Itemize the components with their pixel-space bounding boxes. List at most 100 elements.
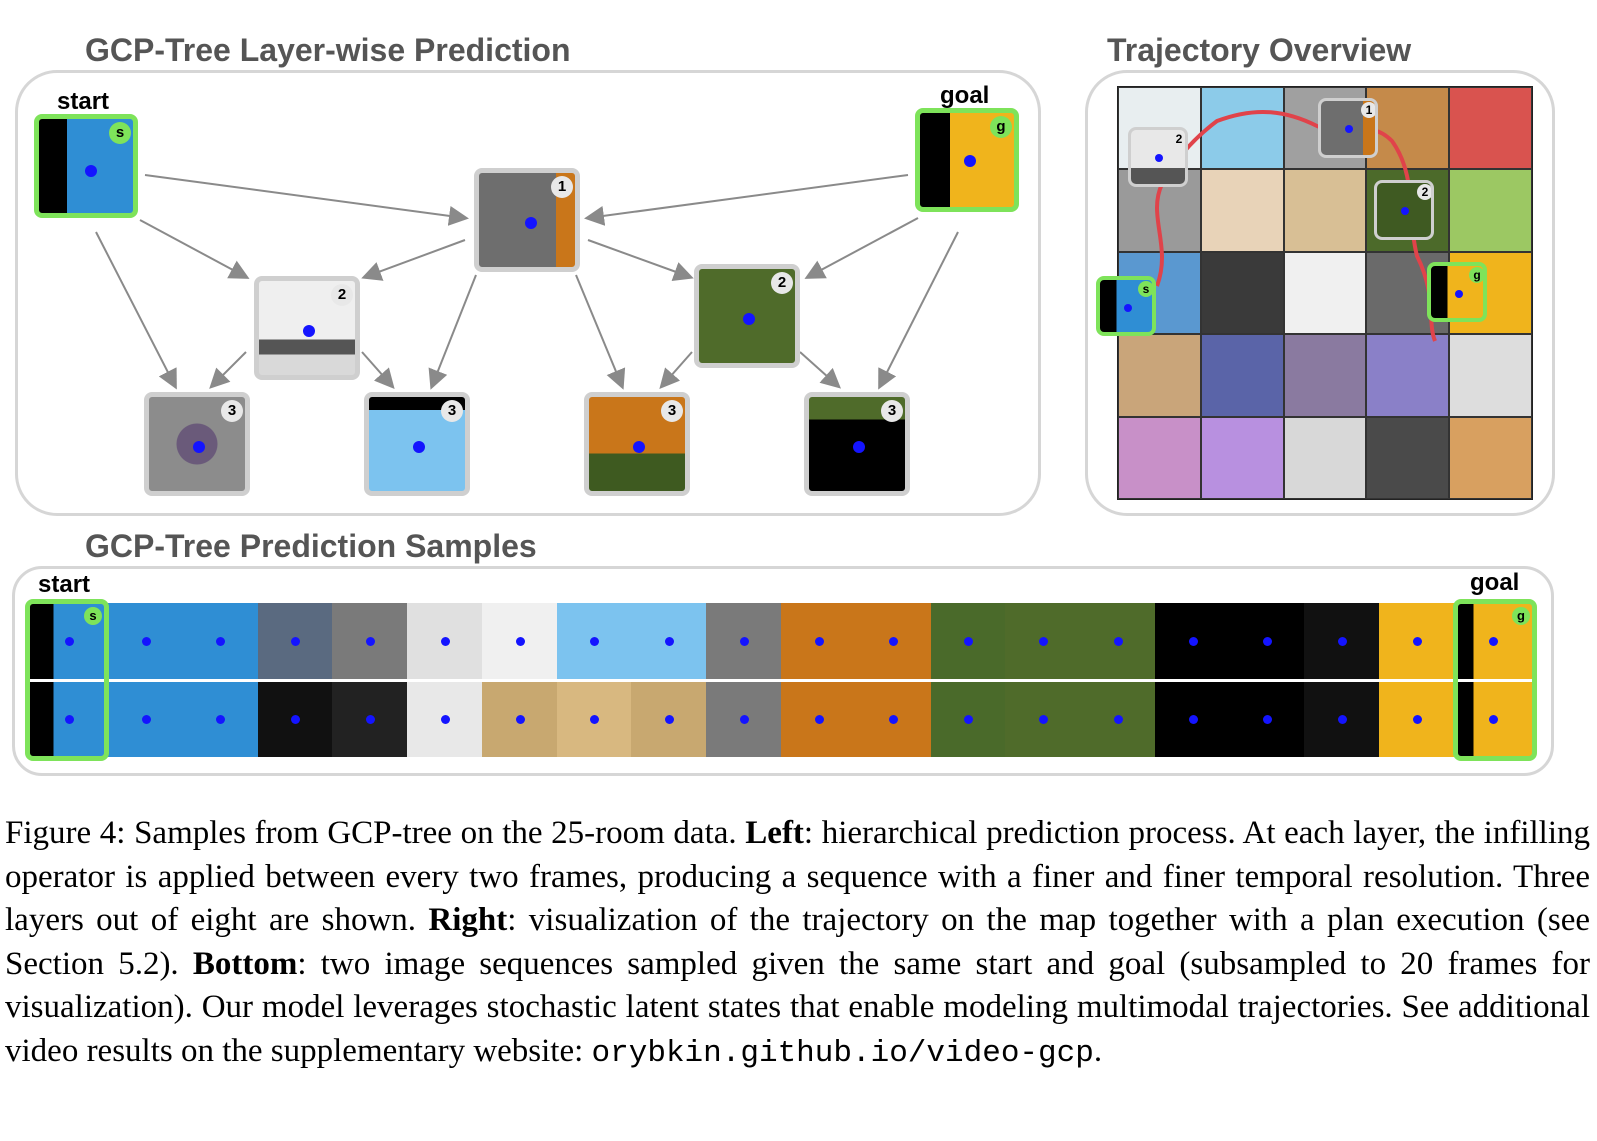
samples-start-label: start (38, 571, 91, 598)
arrow-goal-to-l2b (804, 217, 919, 279)
overview-waypoint-2a: 2 (1128, 127, 1188, 187)
agent-dot (633, 441, 645, 453)
agent-dot (1489, 715, 1498, 724)
sample-frame (781, 603, 857, 679)
room-tile (1201, 252, 1283, 334)
overview-waypoint-2b: 2 (1374, 180, 1434, 240)
sample-frame (930, 603, 1006, 679)
agent-dot (65, 637, 74, 646)
agent-dot (515, 715, 525, 724)
agent-dot (85, 165, 97, 177)
sample-frame (855, 603, 932, 679)
agent-dot (739, 715, 749, 724)
sample-frame (1005, 681, 1081, 757)
layer3-badge: 3 (881, 400, 903, 422)
sample-frame (108, 681, 184, 757)
overview-goal: g (1427, 262, 1487, 322)
arrow-goal-to-l1 (584, 174, 909, 226)
agent-dot (1263, 637, 1273, 646)
room-tile (1367, 335, 1449, 416)
room-tile (1201, 88, 1283, 169)
sample-frame (257, 681, 333, 757)
room-tile (1201, 335, 1283, 416)
agent-dot (440, 637, 450, 646)
samples-panel-title: GCP-Tree Prediction Samples (85, 528, 537, 564)
sample-frame (855, 681, 932, 757)
agent-dot (440, 715, 450, 724)
room-tile (1119, 417, 1200, 498)
arrow-goal-to-l3d (878, 231, 959, 390)
sample-frame (1154, 603, 1231, 679)
samples-goal-frame: g (1453, 599, 1537, 761)
agent-dot (1113, 715, 1123, 724)
tree-start-label: start (57, 88, 110, 115)
arrow-l2a-to-l3a (209, 351, 247, 389)
sample-frame (631, 681, 707, 757)
samples-start-frame: s (25, 599, 109, 761)
agent-dot (889, 637, 899, 646)
agent-dot (1188, 637, 1198, 646)
start-badge: s (1138, 281, 1152, 297)
goal-badge: g (1512, 607, 1530, 625)
caption-url[interactable]: orybkin.github.io/video-gcp (591, 1035, 1094, 1071)
agent-dot (303, 325, 315, 337)
agent-dot (65, 715, 74, 724)
agent-dot (525, 217, 537, 229)
room-tile (1284, 252, 1366, 334)
sample-frame (706, 681, 782, 757)
room-tile (1450, 417, 1531, 498)
agent-dot (193, 441, 205, 453)
sample-frame (556, 681, 632, 757)
layer2-badge: 2 (331, 284, 353, 306)
arrow-start-to-l1 (144, 174, 469, 226)
agent-dot (1401, 207, 1409, 215)
room-tile (1450, 335, 1531, 416)
agent-dot (216, 715, 226, 724)
arrow-l2a-to-l3b (361, 351, 395, 389)
sample-frame (257, 603, 333, 679)
layer3-frame-c: 3 (584, 392, 690, 496)
arrow-l1-to-l2a (361, 239, 466, 281)
sample-frame (1304, 603, 1380, 679)
start-badge: s (84, 607, 102, 625)
sample-frame (930, 681, 1006, 757)
caption-right-text: : visualization of the trajectory on the… (5, 902, 1590, 982)
tree-start-frame: s (34, 114, 138, 218)
agent-dot (413, 441, 425, 453)
arrow-start-to-l2a (139, 219, 250, 279)
agent-dot (1263, 715, 1273, 724)
sample-frame (1379, 681, 1455, 757)
sample-frame (481, 603, 558, 679)
sample-frame (1454, 681, 1532, 757)
agent-dot (1489, 637, 1498, 646)
agent-dot (665, 715, 675, 724)
caption-bottom-text: : two image sequences sampled given the … (5, 945, 1590, 1069)
sample-frame (332, 681, 408, 757)
layer3-frame-d: 3 (804, 392, 910, 496)
sample-frame (1229, 603, 1305, 679)
agent-dot (291, 715, 301, 724)
layer3-badge: 3 (221, 400, 243, 422)
sample-frame (30, 681, 108, 757)
sample-frame (332, 603, 408, 679)
sample-frame (481, 681, 558, 757)
layer3-badge: 3 (441, 400, 463, 422)
caption-left-head: Left (745, 815, 804, 851)
room-tile (1284, 170, 1366, 251)
layer1-frame: 1 (474, 168, 580, 272)
overview-panel-title: Trajectory Overview (1107, 32, 1412, 68)
layer1-badge: 1 (551, 176, 573, 198)
agent-dot (814, 715, 824, 724)
agent-dot (1338, 637, 1348, 646)
samples-goal-label: goal (1470, 569, 1520, 596)
sample-frame (1080, 681, 1156, 757)
agent-dot (365, 715, 375, 724)
agent-dot (141, 637, 151, 646)
agent-dot (1412, 715, 1422, 724)
agent-dot (1038, 637, 1048, 646)
tree-arrows (95, 174, 959, 390)
room-tile (1284, 335, 1366, 416)
arrow-l1-to-l3b (428, 274, 477, 390)
sample-frame (631, 603, 707, 679)
sample-frame (407, 681, 483, 757)
